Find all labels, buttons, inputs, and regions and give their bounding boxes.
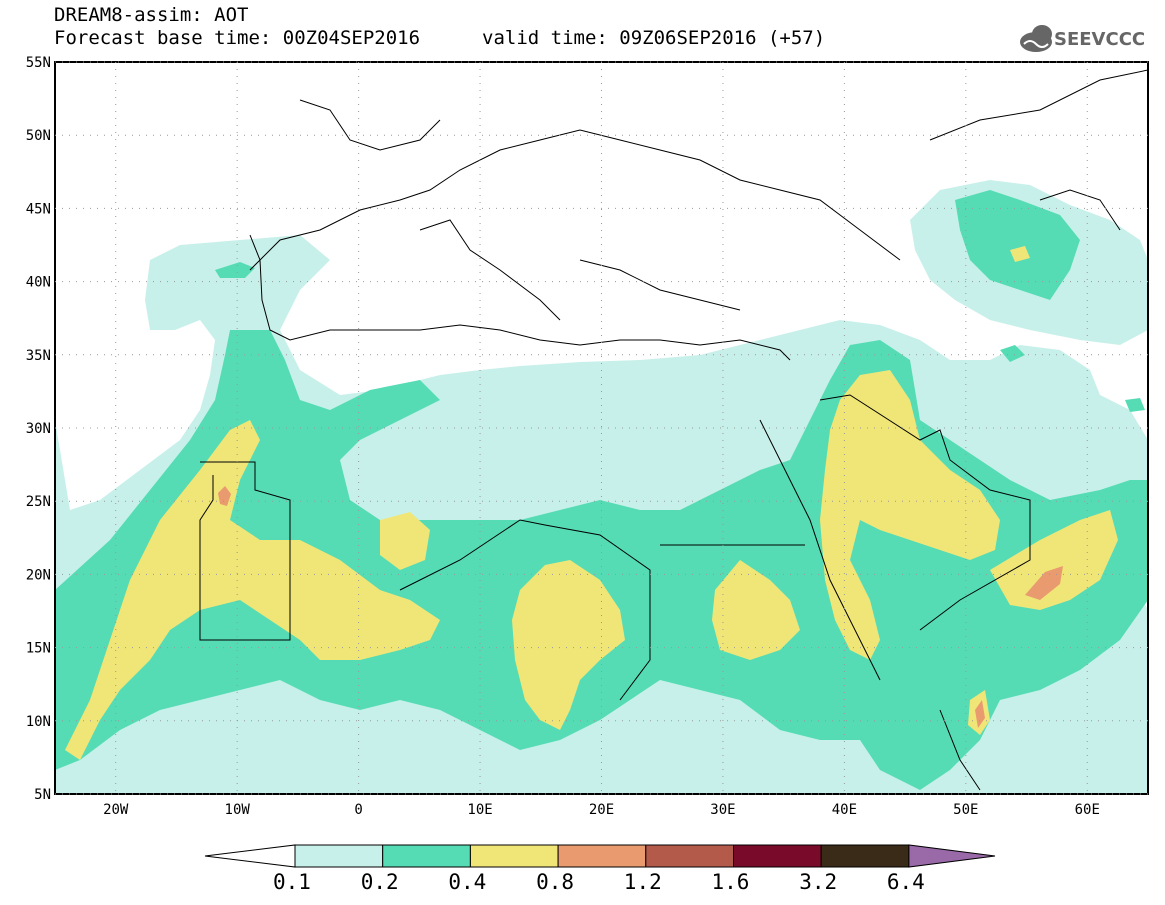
lat-label: 20N xyxy=(26,567,51,583)
lat-label: 50N xyxy=(26,128,51,144)
lon-label: 20W xyxy=(103,802,129,818)
colorbar-segment xyxy=(820,844,910,868)
colorbar xyxy=(204,844,996,868)
seevccc-logo xyxy=(1020,25,1052,52)
lat-label: 45N xyxy=(26,201,51,217)
latitude-labels: 55N 50N 45N 40N 35N 30N 25N 20N 15N 10N 5N xyxy=(26,55,51,803)
lon-label: 60E xyxy=(1075,802,1100,818)
lat-label: 5N xyxy=(34,787,51,803)
aot-level-0-8 xyxy=(218,486,1063,728)
colorbar-segment xyxy=(645,844,734,868)
lon-label: 20E xyxy=(589,802,614,818)
cloud-icon xyxy=(1020,25,1052,52)
lon-label: 0 xyxy=(354,802,362,818)
lat-label: 10N xyxy=(26,714,51,730)
colorbar-segment xyxy=(557,844,647,868)
colorbar-tick-label: 3.2 xyxy=(799,870,838,894)
lat-label: 40N xyxy=(26,275,51,291)
lon-label: 10W xyxy=(225,802,251,818)
colorbar-tick-label: 6.4 xyxy=(886,870,925,894)
colorbar-segment xyxy=(382,844,471,868)
colorbar-tick-label: 1.2 xyxy=(623,870,662,894)
model-title: DREAM8-assim: AOT xyxy=(54,4,249,26)
colorbar-over-arrow xyxy=(908,844,996,868)
longitude-labels: 20W 10W 0 10E 20E 30E 40E 50E 60E xyxy=(103,802,1100,818)
colorbar-tick-label: 0.4 xyxy=(448,870,487,894)
graticule xyxy=(55,61,1148,795)
lat-label: 25N xyxy=(26,494,51,510)
colorbar-segment xyxy=(294,844,384,868)
colorbar-tick-label: 1.6 xyxy=(711,870,750,894)
colorbar-tick-label: 0.1 xyxy=(273,870,311,894)
lon-label: 10E xyxy=(467,802,492,818)
lat-label: 15N xyxy=(26,641,51,657)
valid-time: valid time: 09Z06SEP2016 (+57) xyxy=(482,27,826,49)
aot-level-0-4 xyxy=(65,246,1118,760)
lat-label: 30N xyxy=(26,421,51,437)
colorbar-tick-label: 0.8 xyxy=(536,870,575,894)
lon-label: 50E xyxy=(953,802,978,818)
colorbar-tick-label: 0.2 xyxy=(360,870,399,894)
colorbar-segment xyxy=(469,844,559,868)
colorbar-under-arrow xyxy=(204,844,296,868)
lat-label: 35N xyxy=(26,348,51,364)
lon-label: 40E xyxy=(832,802,857,818)
lat-label: 55N xyxy=(26,55,51,71)
lon-label: 30E xyxy=(710,802,735,818)
colorbar-segment xyxy=(733,844,822,868)
forecast-base-time: Forecast base time: 00Z04SEP2016 xyxy=(54,27,421,49)
logo-text: SEEVCCC xyxy=(1054,29,1146,50)
